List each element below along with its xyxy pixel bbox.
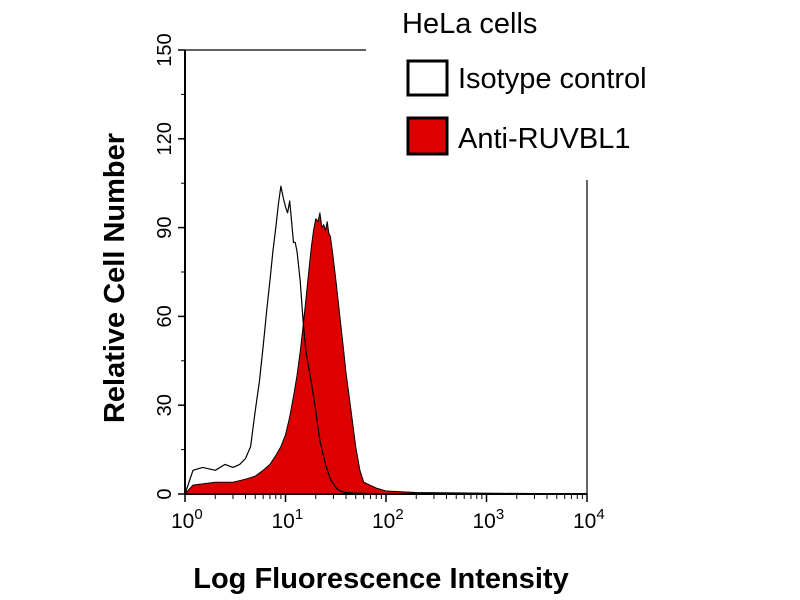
legend-title: HeLa cells <box>402 8 537 40</box>
x-axis-title: Log Fluorescence Intensity <box>193 563 568 595</box>
y-tick-label: 120 <box>154 122 176 155</box>
legend: HeLa cells Isotype control Anti-RUVBL1 <box>366 0 800 180</box>
y-axis-title: Relative Cell Number <box>99 133 131 423</box>
y-tick-label: 90 <box>154 216 176 238</box>
y-tick-label: 30 <box>154 394 176 416</box>
y-tick-label: 60 <box>154 305 176 327</box>
axes-layer: 0 30 60 90 120 150 100 101 102 103 104 <box>154 33 605 533</box>
legend-label-isotype-control: Isotype control <box>458 63 647 95</box>
x-tick-label: 102 <box>372 506 404 533</box>
y-tick-label: 0 <box>154 488 176 499</box>
x-tick-label: 101 <box>272 506 304 533</box>
y-tick-label: 150 <box>154 33 176 66</box>
x-tick-label: 103 <box>473 506 505 533</box>
legend-label-anti-ruvbl1: Anti-RUVBL1 <box>458 123 630 155</box>
legend-swatch-isotype-control <box>406 59 449 97</box>
x-tick-label: 100 <box>171 506 203 533</box>
legend-swatch-anti-ruvbl1 <box>406 116 449 156</box>
series-isotype-control-line <box>184 185 588 495</box>
series-anti-ruvbl1-area <box>184 212 588 495</box>
x-tick-label: 104 <box>573 506 605 533</box>
series-layer <box>184 185 588 495</box>
